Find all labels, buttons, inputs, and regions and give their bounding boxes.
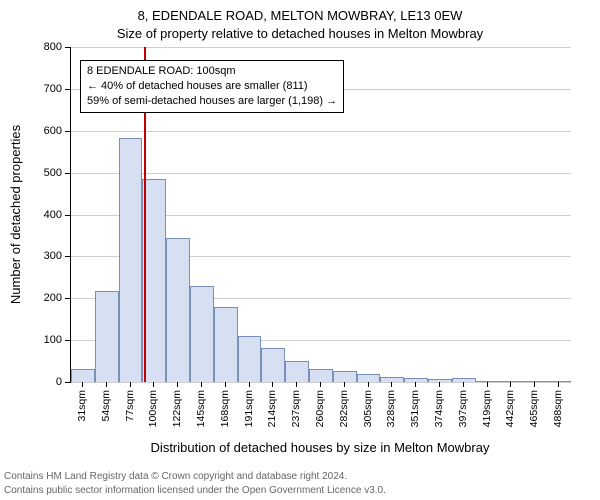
chart-container: 8, EDENDALE ROAD, MELTON MOWBRAY, LE13 0… [0, 0, 600, 500]
x-tick-mark [225, 382, 226, 387]
y-tick-label: 800 [32, 41, 62, 53]
x-axis-label: Distribution of detached houses by size … [70, 440, 570, 455]
x-tick-label: 168sqm [219, 390, 231, 427]
gridline [71, 173, 571, 174]
x-tick-mark [272, 382, 273, 387]
x-tick-mark [153, 382, 154, 387]
x-tick-label: 260sqm [314, 390, 326, 427]
histogram-bar [547, 381, 571, 382]
y-tick-label: 0 [32, 376, 62, 388]
x-tick-mark [463, 382, 464, 387]
x-tick-mark [487, 382, 488, 387]
chart-title-main: 8, EDENDALE ROAD, MELTON MOWBRAY, LE13 0… [0, 8, 600, 23]
x-tick-mark [439, 382, 440, 387]
footer-attribution: Contains HM Land Registry data © Crown c… [4, 470, 386, 497]
x-tick-mark [415, 382, 416, 387]
annotation-line: 8 EDENDALE ROAD: 100sqm [87, 64, 337, 79]
x-tick-label: 488sqm [552, 390, 564, 427]
x-tick-label: 282sqm [338, 390, 350, 427]
histogram-bar [71, 369, 95, 382]
y-tick-mark [65, 173, 70, 174]
x-tick-label: 54sqm [100, 390, 112, 422]
y-tick-label: 300 [32, 250, 62, 262]
y-tick-label: 600 [32, 125, 62, 137]
x-tick-mark [344, 382, 345, 387]
x-tick-mark [177, 382, 178, 387]
x-tick-mark [320, 382, 321, 387]
y-axis-label: Number of detached properties [8, 47, 23, 382]
footer-line: Contains HM Land Registry data © Crown c… [4, 470, 386, 484]
x-tick-mark [82, 382, 83, 387]
x-tick-label: 122sqm [171, 390, 183, 427]
y-tick-label: 400 [32, 209, 62, 221]
histogram-bar [309, 369, 333, 382]
histogram-bar [95, 291, 119, 382]
y-tick-mark [65, 47, 70, 48]
x-tick-mark [534, 382, 535, 387]
x-tick-label: 237sqm [290, 390, 302, 427]
x-tick-label: 77sqm [124, 390, 136, 422]
footer-line: Contains public sector information licen… [4, 484, 386, 498]
x-tick-label: 397sqm [457, 390, 469, 427]
y-tick-label: 200 [32, 292, 62, 304]
y-tick-mark [65, 215, 70, 216]
x-tick-label: 374sqm [433, 390, 445, 427]
y-tick-mark [65, 89, 70, 90]
histogram-bar [333, 371, 357, 382]
x-tick-mark [368, 382, 369, 387]
x-tick-label: 465sqm [528, 390, 540, 427]
histogram-bar [261, 348, 285, 382]
gridline [71, 47, 571, 48]
x-tick-label: 305sqm [362, 390, 374, 427]
gridline [71, 131, 571, 132]
annotation-line: 59% of semi-detached houses are larger (… [87, 94, 337, 109]
x-tick-label: 328sqm [385, 390, 397, 427]
histogram-bar [119, 138, 143, 382]
histogram-bar [238, 336, 262, 382]
x-tick-mark [558, 382, 559, 387]
annotation-line: ← 40% of detached houses are smaller (81… [87, 79, 337, 94]
x-tick-mark [106, 382, 107, 387]
x-tick-mark [510, 382, 511, 387]
x-tick-mark [296, 382, 297, 387]
x-tick-mark [391, 382, 392, 387]
y-tick-mark [65, 382, 70, 383]
y-tick-label: 700 [32, 83, 62, 95]
x-tick-label: 145sqm [195, 390, 207, 427]
histogram-bar [357, 374, 381, 382]
histogram-bar [142, 179, 166, 382]
x-tick-label: 31sqm [76, 390, 88, 422]
y-tick-mark [65, 340, 70, 341]
histogram-bar [452, 378, 476, 382]
y-tick-mark [65, 298, 70, 299]
y-tick-mark [65, 131, 70, 132]
histogram-bar [190, 286, 214, 382]
y-tick-label: 100 [32, 334, 62, 346]
histogram-bar [166, 238, 190, 382]
x-tick-label: 419sqm [481, 390, 493, 427]
y-tick-mark [65, 256, 70, 257]
gridline [71, 382, 571, 383]
annotation-box: 8 EDENDALE ROAD: 100sqm ← 40% of detache… [80, 60, 344, 113]
histogram-bar [214, 307, 238, 382]
x-tick-label: 100sqm [147, 390, 159, 427]
x-tick-label: 442sqm [504, 390, 516, 427]
x-tick-mark [249, 382, 250, 387]
y-tick-label: 500 [32, 167, 62, 179]
x-tick-label: 191sqm [243, 390, 255, 427]
x-tick-mark [201, 382, 202, 387]
histogram-bar [285, 361, 309, 382]
chart-title-sub: Size of property relative to detached ho… [0, 26, 600, 41]
x-tick-mark [130, 382, 131, 387]
x-tick-label: 351sqm [409, 390, 421, 427]
x-tick-label: 214sqm [266, 390, 278, 427]
histogram-bar [428, 379, 452, 382]
